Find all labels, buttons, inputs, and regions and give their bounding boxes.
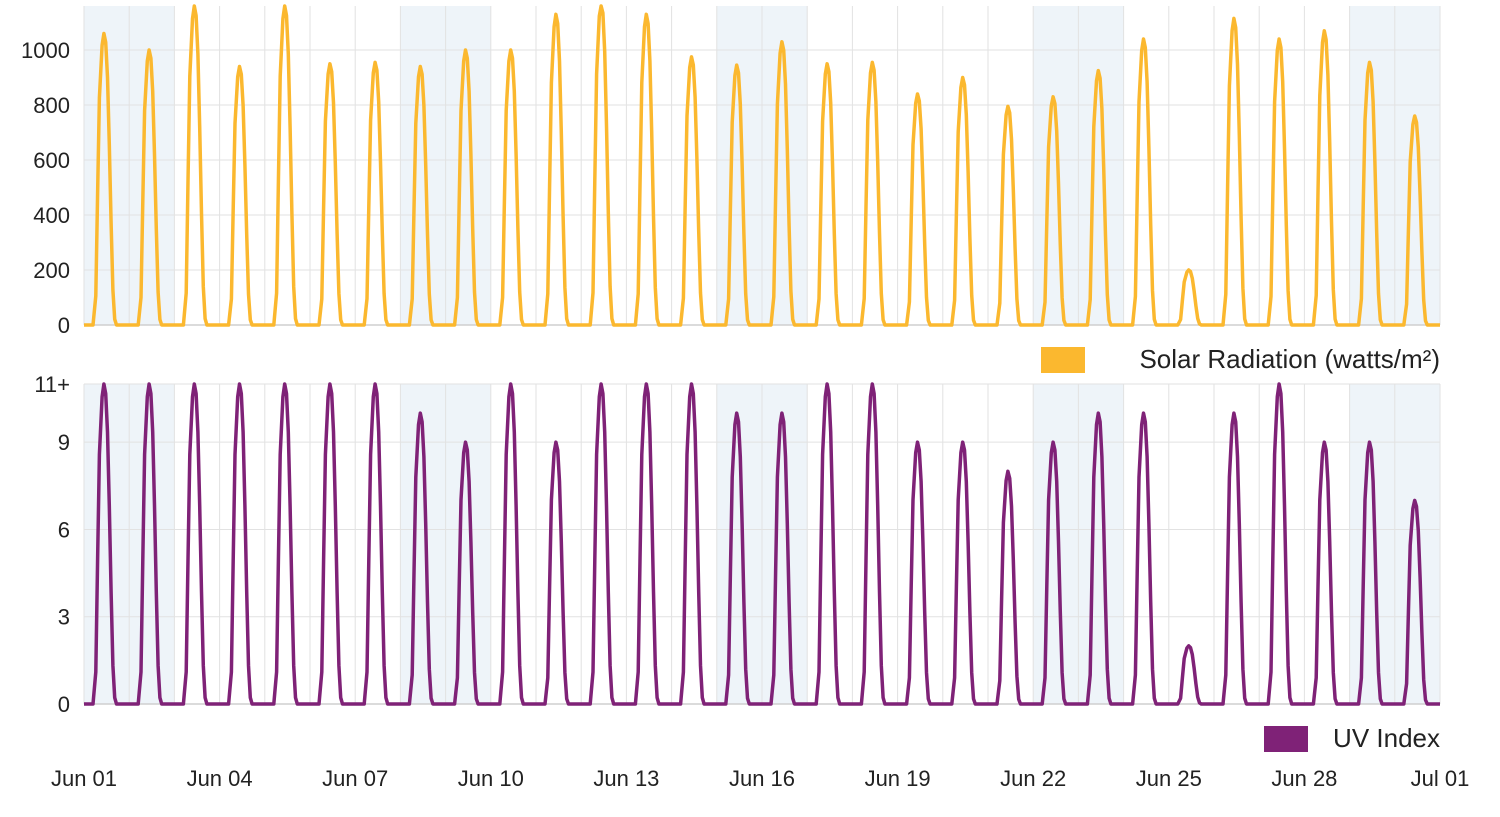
weekend-band	[716, 6, 762, 325]
weekend-band	[1033, 6, 1079, 325]
uv-index-line	[84, 382, 1440, 706]
weekend-band	[445, 6, 491, 325]
weekend-band	[1078, 6, 1124, 325]
solar-radiation-line	[84, 4, 1440, 327]
x-tick-label: Jun 19	[865, 766, 931, 791]
y-tick-label: 0	[58, 313, 70, 338]
y-tick-label: 400	[33, 203, 70, 228]
legend-uv-label: UV Index	[1333, 723, 1440, 753]
y-tick-label: 11+	[34, 372, 70, 397]
legend-solar-label: Solar Radiation (watts/m²)	[1139, 344, 1440, 374]
x-tick-label: Jun 22	[1000, 766, 1066, 791]
weekend-band	[400, 6, 446, 325]
x-tick-label: Jun 25	[1136, 766, 1202, 791]
x-tick-label: Jun 13	[593, 766, 659, 791]
legend-solar-swatch	[1041, 347, 1085, 373]
y-tick-label: 800	[33, 93, 70, 118]
legend-uv[interactable]: UV Index	[1264, 723, 1440, 753]
weekend-band	[1349, 6, 1395, 325]
y-tick-label: 1000	[21, 38, 70, 63]
x-tick-label: Jul 01	[1411, 766, 1470, 791]
y-tick-label: 6	[58, 517, 70, 542]
x-tick-label: Jun 04	[187, 766, 253, 791]
background-shading	[84, 6, 1440, 704]
y-tick-label: 200	[33, 258, 70, 283]
x-tick-label: Jun 07	[322, 766, 388, 791]
legend-solar[interactable]: Solar Radiation (watts/m²)	[1041, 344, 1440, 374]
weekend-band	[1349, 384, 1395, 704]
axis-labels: 0 200 400 600 800 1000 0 3 6 9 11+ Jun 01 Jun 04 Jun …	[21, 38, 1469, 791]
x-tick-label: Jun 16	[729, 766, 795, 791]
y-tick-label: 0	[58, 692, 70, 717]
x-tick-label: Jun 10	[458, 766, 524, 791]
y-tick-label: 9	[58, 430, 70, 455]
legend-uv-swatch	[1264, 726, 1308, 752]
weekend-band	[1033, 384, 1079, 704]
x-tick-label: Jun 01	[51, 766, 117, 791]
y-tick-label: 600	[33, 148, 70, 173]
x-tick-label: Jun 28	[1271, 766, 1337, 791]
y-tick-label: 3	[58, 605, 70, 630]
weekend-band	[129, 6, 175, 325]
grid-lines	[83, 6, 1441, 705]
weekend-band	[445, 384, 491, 704]
series-lines	[84, 4, 1440, 706]
